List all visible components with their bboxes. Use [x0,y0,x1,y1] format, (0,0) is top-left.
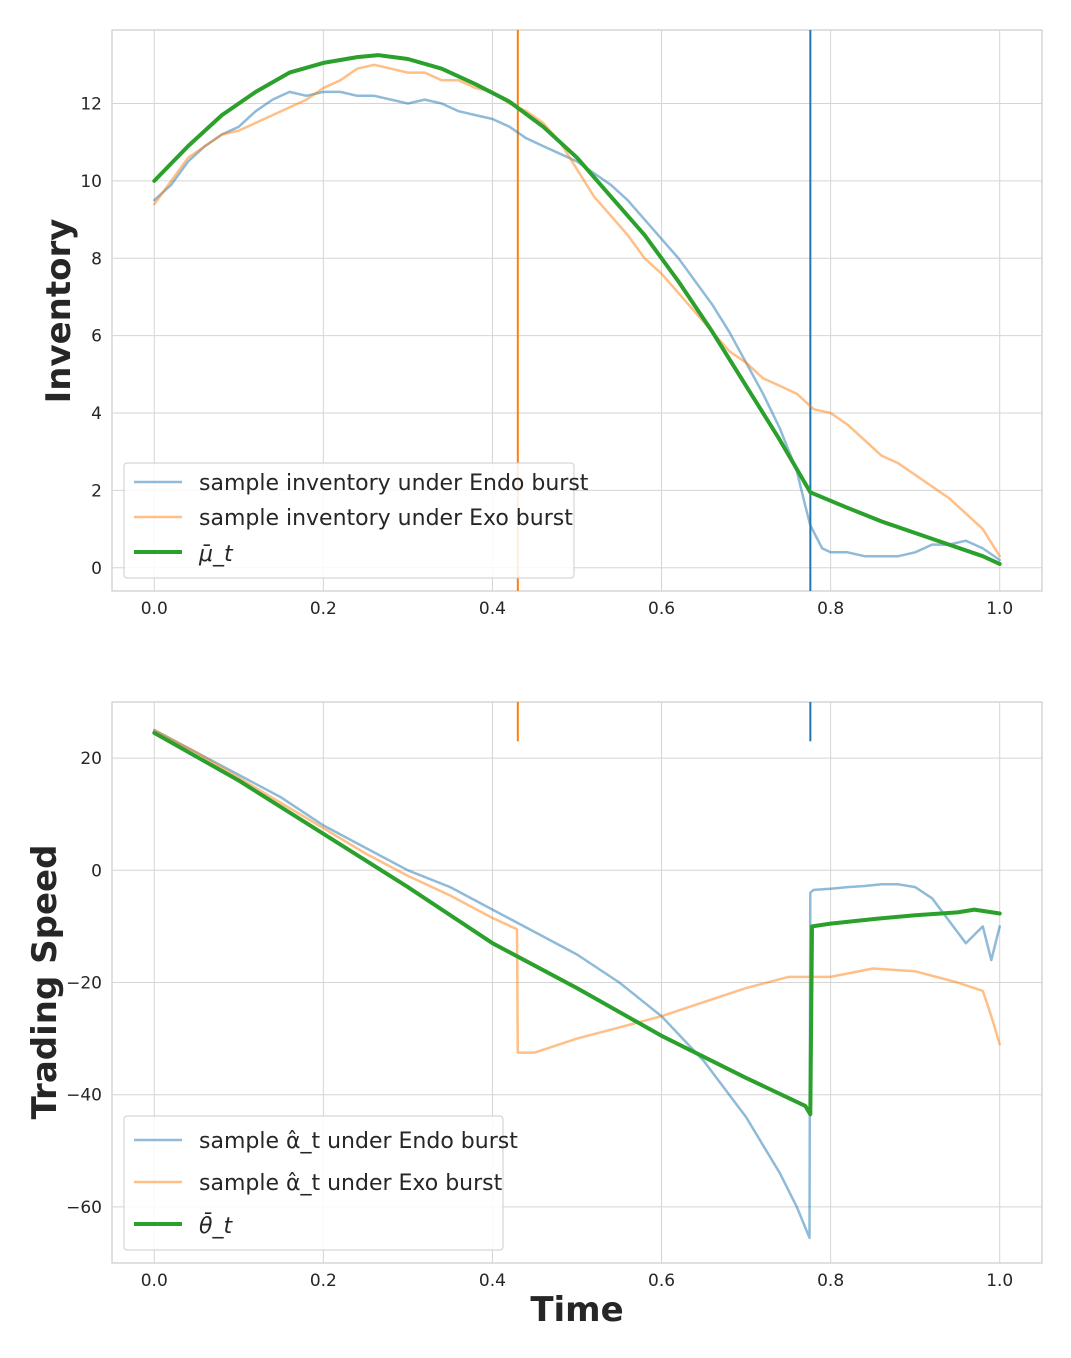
trading-speed-y-tick-label: 20 [80,749,102,769]
inventory-y-tick-label: 6 [91,327,102,347]
trading-speed-y-ticks: −60 −40 −20 0 20 [66,749,102,1218]
inventory-x-tick-label: 0.2 [310,599,337,619]
legend-label-endo-inventory: sample inventory under Endo burst [199,471,589,496]
trading-speed-x-tick-label: 0.8 [817,1271,844,1291]
trading-speed-legend-frame [123,1115,504,1251]
inventory-y-tick-label: 10 [80,172,102,192]
legend-label-exo-alpha: sample α̂_t under Exo burst [199,1171,503,1196]
trading-speed-x-ticks: 0.0 0.2 0.4 0.6 0.8 1.0 [141,1271,1014,1291]
inventory-x-tick-label: 0.6 [648,599,675,619]
trading-speed-y-tick-label: −60 [66,1198,102,1218]
trading-speed-panel: 0.0 0.2 0.4 0.6 0.8 1.0 −60 −40 −20 0 20 Trading … [25,701,1043,1330]
trading-speed-x-tick-label: 0.2 [310,1271,337,1291]
trading-speed-x-tick-label: 0.0 [141,1271,168,1291]
inventory-legend: sample inventory under Endo burst sample… [123,462,589,579]
inventory-x-ticks: 0.0 0.2 0.4 0.6 0.8 1.0 [141,599,1014,619]
legend-label-exo-inventory: sample inventory under Exo burst [199,506,573,531]
trading-speed-legend: sample α̂_t under Endo burst sample α̂_t… [123,1115,518,1251]
time-x-axis-label: Time [530,1290,623,1330]
trading-speed-series-line-2 [152,730,1002,1117]
trading-speed-burst-markers [516,702,812,742]
inventory-series [152,53,1002,566]
inventory-series-line-0 [153,90,1001,562]
inventory-y-ticks: 0 2 4 6 8 10 12 [80,95,102,579]
inventory-panel: 0.0 0.2 0.4 0.6 0.8 1.0 0 2 4 6 8 10 12 Inventory s… [39,29,1043,619]
inventory-x-tick-label: 0.4 [479,599,506,619]
inventory-series-line-1 [153,63,1001,558]
trading-speed-y-axis-label: Trading Speed [25,845,65,1120]
trading-speed-y-tick-label: −20 [66,974,102,994]
inventory-x-tick-label: 0.8 [817,599,844,619]
inventory-y-tick-label: 0 [91,559,102,579]
inventory-legend-frame [123,462,575,579]
legend-label-endo-alpha: sample α̂_t under Endo burst [199,1129,518,1154]
inventory-series-line-2 [152,53,1002,566]
trading-speed-x-tick-label: 1.0 [986,1271,1013,1291]
inventory-x-tick-label: 1.0 [986,599,1013,619]
inventory-y-axis-label: Inventory [39,219,79,404]
inventory-y-tick-label: 8 [91,249,102,269]
legend-label-mu-bar: μ̄_t [198,542,234,567]
inventory-x-tick-label: 0.0 [141,599,168,619]
trading-speed-series-line-1 [153,728,1001,1054]
trading-speed-y-tick-label: −40 [66,1086,102,1106]
trading-speed-x-tick-label: 0.6 [648,1271,675,1291]
inventory-y-tick-label: 4 [91,404,102,424]
trading-speed-x-tick-label: 0.4 [479,1271,506,1291]
inventory-y-tick-label: 2 [91,481,102,501]
inventory-y-tick-label: 12 [80,95,102,115]
legend-label-theta-bar: θ̄_t [199,1213,233,1239]
trading-speed-series [152,728,1002,1240]
trading-speed-y-tick-label: 0 [91,861,102,881]
trading-speed-series-line-0 [153,728,1001,1240]
